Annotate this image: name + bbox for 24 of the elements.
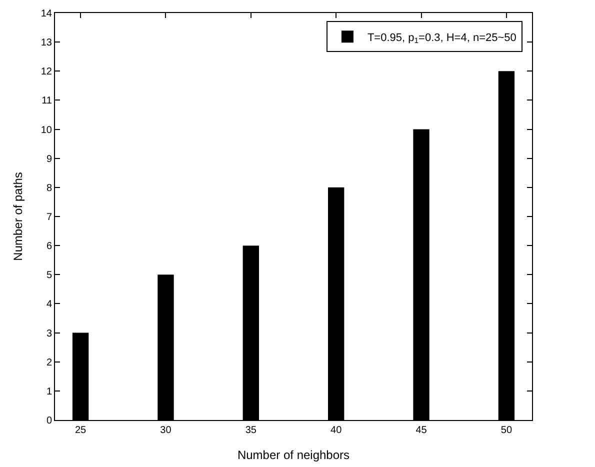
y-tick-label: 8 xyxy=(46,182,52,194)
x-axis-title: Number of neighbors xyxy=(237,448,350,462)
y-tick-label: 13 xyxy=(40,38,52,49)
x-tick-label: 25 xyxy=(74,425,87,436)
y-tick-label: 14 xyxy=(40,8,52,20)
x-tick-label: 45 xyxy=(416,425,428,436)
y-tick-label: 2 xyxy=(46,357,52,368)
x-tick-label: 40 xyxy=(330,425,342,436)
y-tick-label: 12 xyxy=(40,66,52,78)
y-tick-label: 7 xyxy=(46,212,52,223)
y-tick-label: 3 xyxy=(46,328,52,340)
y-tick-label: 5 xyxy=(46,270,52,282)
x-tick-label: 35 xyxy=(245,425,257,436)
y-tick-label: 0 xyxy=(46,416,52,426)
y-tick-label: 6 xyxy=(46,241,52,252)
x-tick-label: 30 xyxy=(160,425,172,436)
y-tick-label: 4 xyxy=(46,299,52,310)
y-tick-label: 10 xyxy=(40,124,52,136)
y-axis-title: Number of paths xyxy=(11,172,26,261)
y-tick-label: 9 xyxy=(46,154,52,165)
y-tick-label: 1 xyxy=(46,386,52,398)
legend-label: T=0.95, p$_{1}$=0.3, H=4, n=25~50 xyxy=(367,32,516,46)
x-tick-label: 50 xyxy=(500,425,512,436)
y-tick-label: 11 xyxy=(42,96,52,107)
